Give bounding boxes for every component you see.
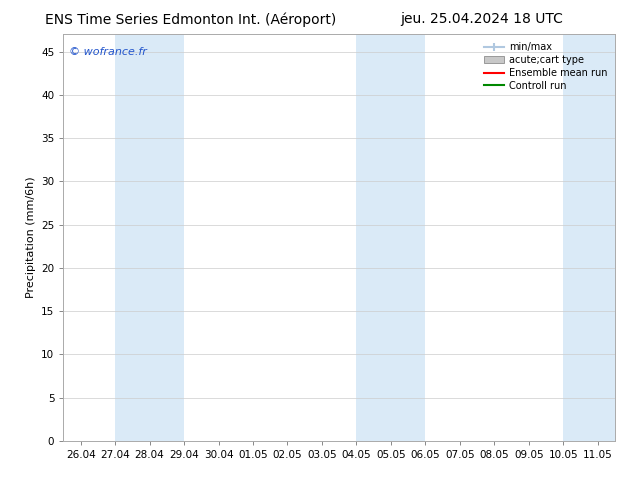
Bar	[563, 34, 632, 441]
Text: ENS Time Series Edmonton Int. (Aéroport): ENS Time Series Edmonton Int. (Aéroport)	[44, 12, 336, 27]
Legend: min/max, acute;cart type, Ensemble mean run, Controll run: min/max, acute;cart type, Ensemble mean …	[481, 39, 610, 94]
Text: © wofrance.fr: © wofrance.fr	[69, 47, 147, 56]
Y-axis label: Precipitation (mm/6h): Precipitation (mm/6h)	[25, 177, 36, 298]
Text: jeu. 25.04.2024 18 UTC: jeu. 25.04.2024 18 UTC	[401, 12, 563, 26]
Bar	[356, 34, 425, 441]
Bar	[115, 34, 184, 441]
